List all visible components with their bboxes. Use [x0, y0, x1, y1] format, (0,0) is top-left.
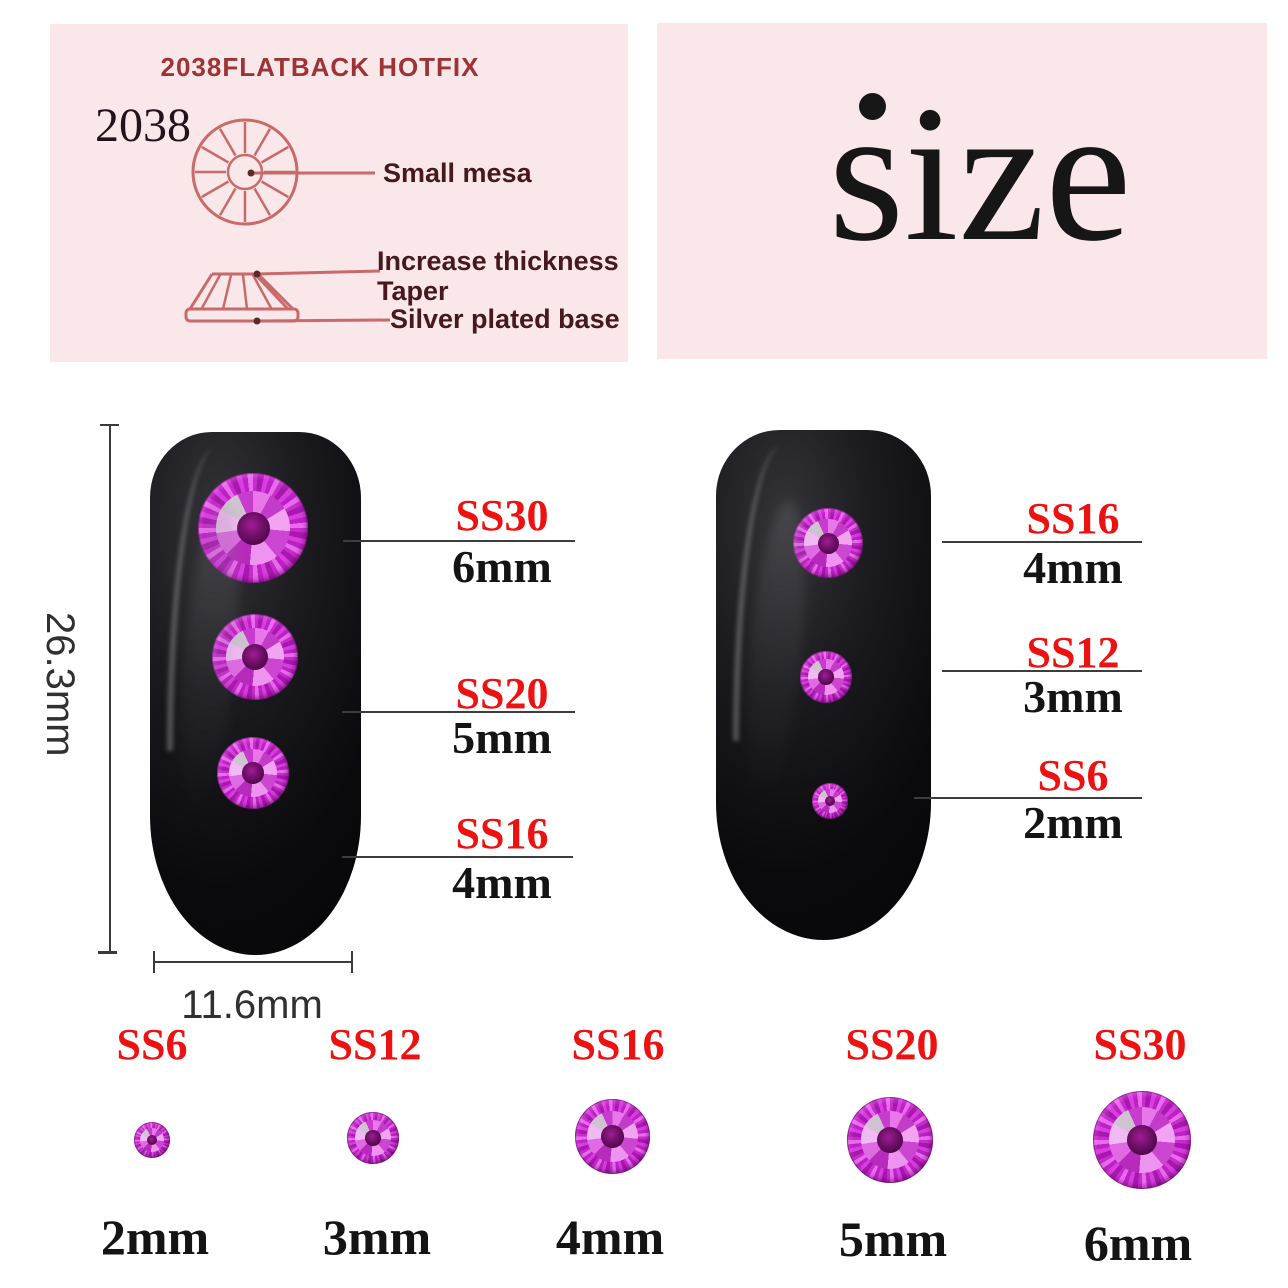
leader-line	[342, 711, 575, 713]
rhinestone-ss12	[347, 1112, 399, 1164]
size-row-ss-code: SS30	[1093, 1020, 1187, 1069]
callout-mm-size: 2mm	[1023, 797, 1123, 848]
rhinestone-ss12	[800, 651, 852, 703]
leader-line	[342, 856, 573, 858]
dot-accent	[859, 93, 886, 120]
leader-line	[343, 540, 575, 542]
spec-header: 2038FLATBACK HOTFIX	[160, 52, 480, 82]
size-title-panel: size	[657, 23, 1267, 359]
width-dimension-line	[153, 961, 353, 963]
rhinestone-ss16	[575, 1099, 650, 1174]
rhinestone-ss16	[793, 508, 863, 578]
size-title: size	[828, 66, 1132, 282]
mesa-pointer-dot	[247, 169, 255, 177]
callout-ss-code: SS16	[455, 809, 549, 858]
callout-taper: Taper	[377, 276, 449, 306]
leader-line	[942, 541, 1142, 543]
rhinestone-ss30	[1093, 1091, 1191, 1189]
callout-silver-plated-base: Silver plated base	[390, 304, 620, 334]
size-row-mm-size: 6mm	[1083, 1215, 1193, 1271]
callout-mm-size: 4mm	[1023, 542, 1123, 593]
rhinestone-ss16	[217, 737, 289, 809]
callout-mm-size: 6mm	[452, 541, 552, 592]
callout-mm-size: 4mm	[452, 857, 552, 908]
height-dimension-line	[109, 425, 111, 953]
width-dimension-tick-right	[351, 951, 353, 973]
size-row-ss-code: SS12	[328, 1020, 422, 1069]
size-row-mm-size: 2mm	[100, 1209, 210, 1265]
width-dimension-label: 11.6mm	[181, 983, 323, 1027]
callout-ss-code: SS6	[1037, 751, 1109, 800]
model-number: 2038	[95, 99, 191, 152]
rhinestone-ss6	[812, 783, 848, 819]
rhinestone-ss20	[212, 614, 298, 700]
thickness-pointer-dot	[253, 270, 261, 278]
rhinestone-technical-diagram	[184, 118, 391, 325]
rhinestone-ss30	[198, 473, 308, 583]
callout-ss-code: SS12	[1026, 628, 1120, 677]
nail-left	[150, 432, 361, 955]
height-dimension-cap-bottom	[98, 951, 117, 954]
height-dimension-label: 26.3mm	[38, 612, 82, 757]
nail-right	[716, 430, 931, 940]
width-dimension-tick-left	[153, 951, 155, 973]
callout-increase-thickness: Increase thickness	[377, 246, 619, 276]
callout-small-mesa: Small mesa	[383, 158, 532, 188]
spec-panel: 2038FLATBACK HOTFIX 2038 Small mesa Incr…	[50, 24, 628, 362]
callout-ss-code: SS20	[455, 669, 549, 718]
callout-ss-code: SS16	[1026, 494, 1120, 543]
size-row-ss-code: SS6	[116, 1020, 188, 1069]
size-row-mm-size: 5mm	[838, 1211, 948, 1267]
leader-line	[942, 670, 1142, 672]
size-row-mm-size: 3mm	[322, 1209, 432, 1265]
size-row-mm-size: 4mm	[555, 1209, 665, 1265]
leader-line	[914, 797, 1142, 799]
callout-ss-code: SS30	[455, 491, 549, 540]
callout-mm-size: 3mm	[1023, 671, 1123, 722]
size-row-ss-code: SS16	[571, 1020, 665, 1069]
size-row-ss-code: SS20	[845, 1020, 939, 1069]
rhinestone-ss6	[134, 1122, 170, 1158]
rhinestone-ss20	[847, 1097, 933, 1183]
base-pointer-dot	[253, 317, 261, 325]
callout-mm-size: 5mm	[452, 712, 552, 763]
height-dimension-cap-top	[100, 424, 119, 426]
